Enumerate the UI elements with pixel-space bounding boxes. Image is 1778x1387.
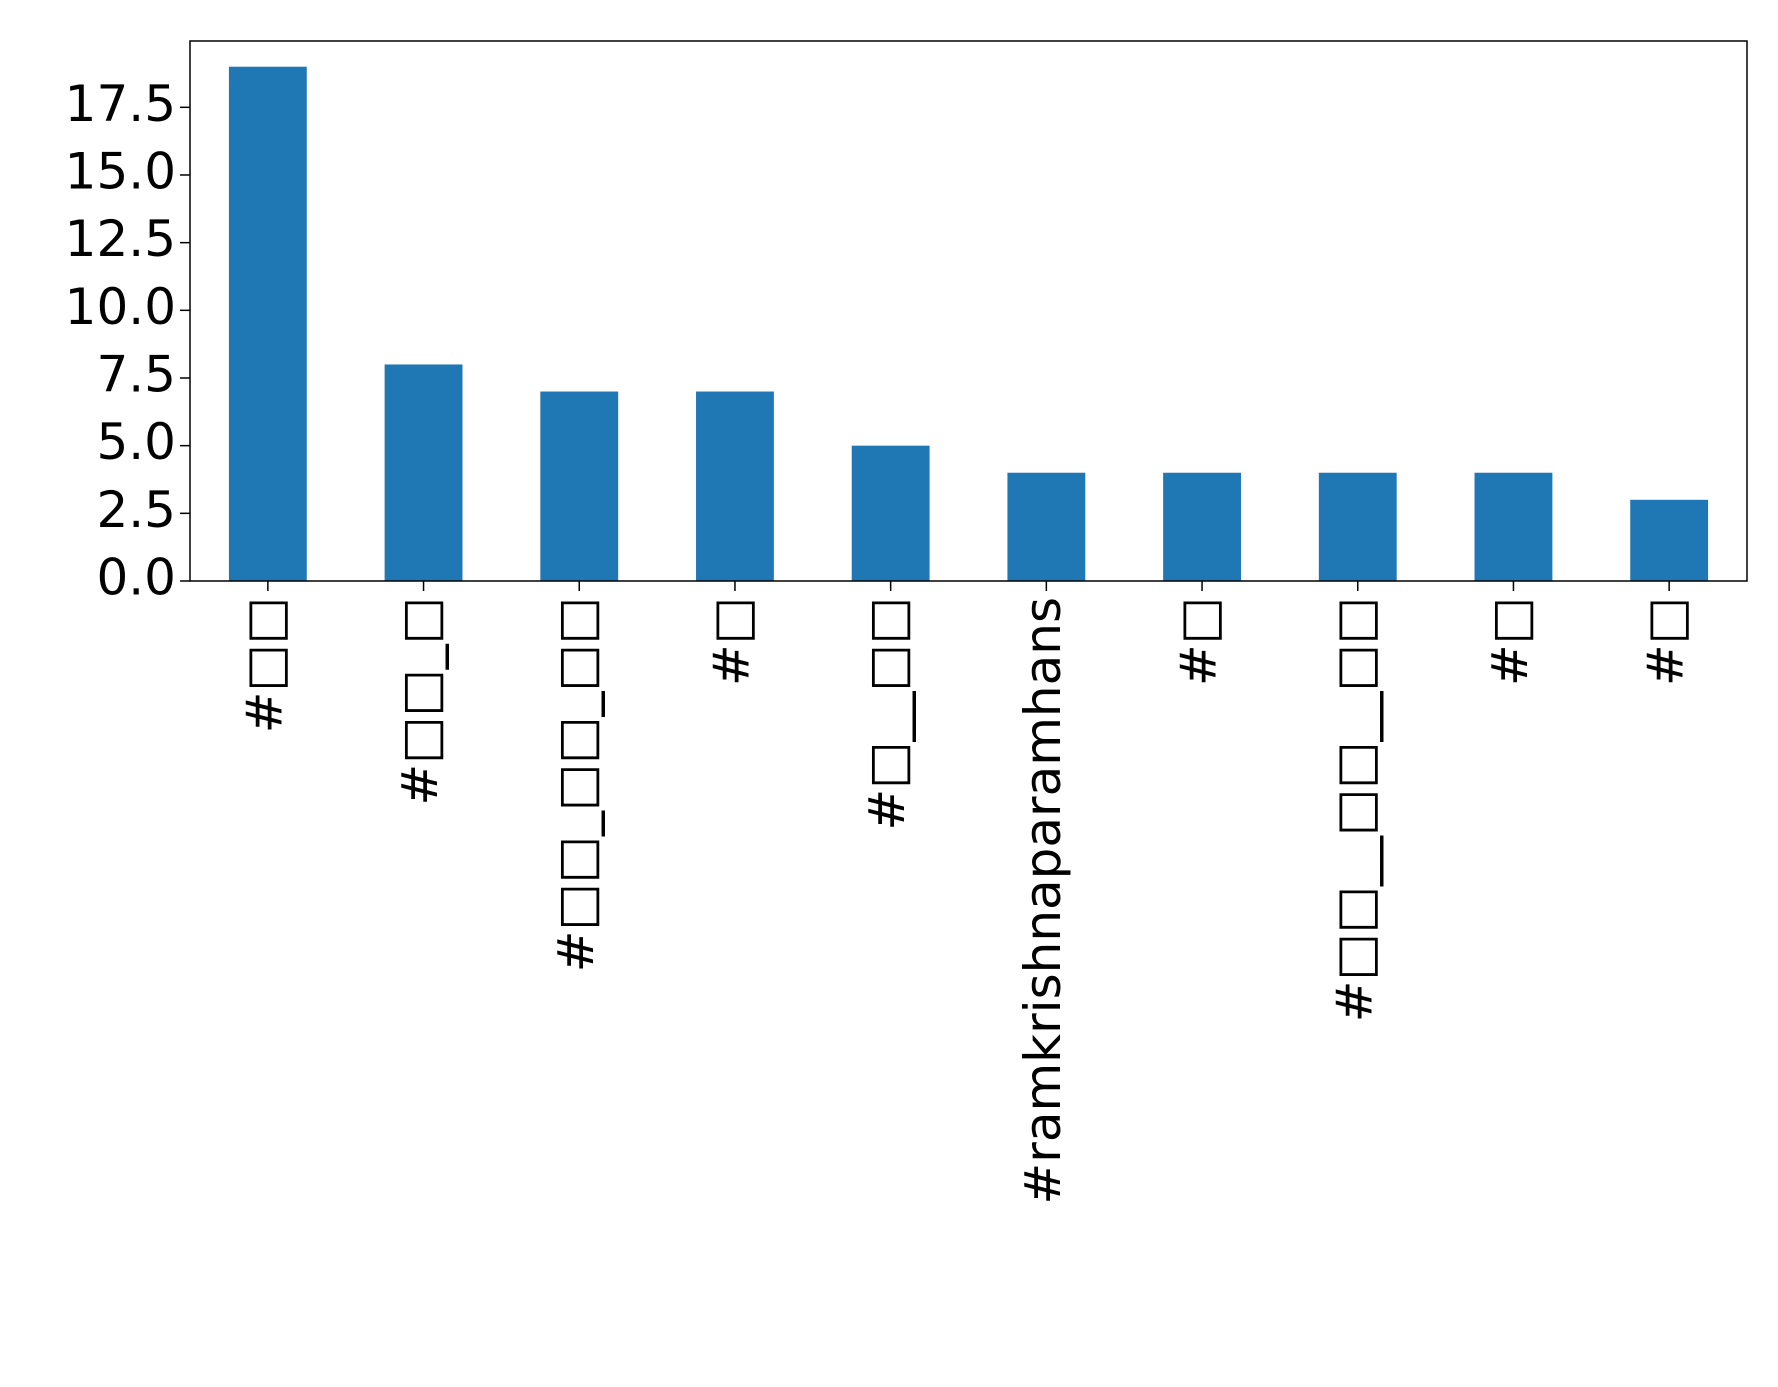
y-tick-label: 17.5 [65, 75, 176, 133]
x-tick-label: #ramkrishnaparamhans [1014, 597, 1072, 1205]
y-tick-label: 12.5 [65, 210, 176, 268]
x-tick-label: #□ [1637, 597, 1695, 686]
bar [1630, 499, 1709, 581]
x-tick-label: #□ [1170, 597, 1228, 686]
bar [1318, 472, 1397, 581]
bar [1474, 472, 1553, 581]
y-tick-label: 10.0 [65, 278, 176, 336]
x-tick-label: #□ [702, 597, 760, 686]
bar [228, 66, 307, 581]
bar [1163, 472, 1241, 581]
x-tick-label: #□□ [235, 597, 293, 733]
bar [384, 364, 463, 581]
bar [1007, 472, 1086, 581]
plot-frame [189, 40, 1748, 582]
y-tick-label: 2.5 [96, 481, 176, 539]
x-tick-label: #□□_□□_□□ [547, 597, 605, 972]
bar [540, 391, 619, 581]
bar [851, 445, 930, 581]
bar [696, 391, 774, 581]
y-tick-label: 15.0 [65, 142, 176, 200]
y-tick-label: 5.0 [96, 413, 176, 471]
y-tick-label: 7.5 [96, 345, 176, 403]
x-tick-label: #□□_□ [391, 597, 449, 806]
y-tick-label: 0.0 [96, 549, 176, 607]
x-tick-label: #□□__□□__□□ [1325, 597, 1383, 1022]
x-tick-label: #□ [1481, 597, 1539, 686]
x-tick-label: #□__□□ [858, 597, 916, 831]
